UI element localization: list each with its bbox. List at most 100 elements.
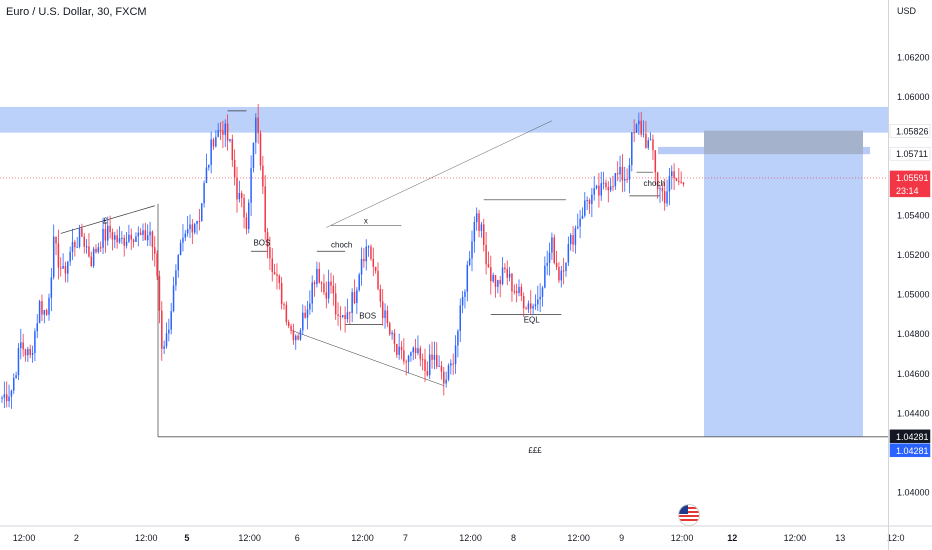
candle-body <box>20 342 22 348</box>
upper-trendline <box>326 120 552 228</box>
candle-body <box>339 315 342 317</box>
candle-body <box>612 186 614 188</box>
candle-body <box>572 235 574 245</box>
candle-body <box>299 330 302 340</box>
candle-body <box>290 326 292 331</box>
candle-body <box>203 182 205 204</box>
candle-body <box>34 331 36 353</box>
candle-body <box>367 246 370 248</box>
candle-body <box>177 255 179 271</box>
candle-body <box>649 139 652 141</box>
price-label-value: 23:14 <box>896 186 919 196</box>
candle-body <box>621 166 624 181</box>
candle-body <box>631 132 633 166</box>
candle-body <box>624 179 626 181</box>
candle-body <box>278 275 281 283</box>
annotation-label: £££ <box>528 446 542 455</box>
time-tick-label: 12 <box>727 533 737 543</box>
candle-body <box>184 233 187 238</box>
candle-body <box>428 354 431 376</box>
annotation-label: BOS <box>253 238 270 247</box>
candle-body <box>130 234 132 240</box>
candle-body <box>454 345 457 365</box>
price-label-box <box>889 429 931 444</box>
candle-body <box>50 277 53 298</box>
candle-body <box>264 186 266 233</box>
chart-title: Euro / U.S. Dollar, 30, FXCM <box>6 6 147 18</box>
candle-body <box>266 232 269 248</box>
candle-body <box>245 217 248 230</box>
candle-body <box>438 365 440 367</box>
candle-body <box>628 165 631 180</box>
candle-body <box>349 312 351 314</box>
candle-body <box>116 235 118 243</box>
candle-body <box>530 303 532 309</box>
candle-body <box>487 264 490 268</box>
candle-body <box>666 191 668 204</box>
candle-body <box>149 231 151 236</box>
candle-body <box>656 172 659 190</box>
candle-body <box>332 285 335 294</box>
candle-body <box>233 159 236 178</box>
candle-body <box>398 346 400 355</box>
annotation-label: choch <box>644 179 665 188</box>
candle-body <box>504 267 506 270</box>
candle-body <box>614 173 617 187</box>
candle-body <box>520 286 523 296</box>
candle-body <box>280 282 283 305</box>
candle-body <box>313 282 316 285</box>
candle-body <box>560 270 563 281</box>
candle-body <box>379 288 382 302</box>
candle-body <box>64 265 67 274</box>
candle-body <box>574 228 577 245</box>
candle-body <box>532 306 534 309</box>
candle-body <box>154 247 156 254</box>
candle-body <box>471 241 473 259</box>
candle-body <box>640 120 642 135</box>
candle-body <box>553 237 555 263</box>
candle-body <box>8 396 10 402</box>
candle-body <box>224 123 226 135</box>
candle-body <box>431 354 433 360</box>
candle-body <box>269 247 271 259</box>
candle-body <box>168 329 170 334</box>
candle-body <box>182 237 184 243</box>
candle-body <box>593 188 595 195</box>
candle-body <box>107 225 109 241</box>
candle-body <box>569 235 572 245</box>
candle-body <box>353 292 356 303</box>
candle-body <box>229 139 231 141</box>
candle-body <box>306 309 309 318</box>
candle-body <box>142 230 144 235</box>
candle-body <box>156 253 158 276</box>
candle-body <box>99 247 102 249</box>
candle-body <box>485 245 487 265</box>
candle-body <box>638 120 640 125</box>
candle-body <box>682 182 685 185</box>
candle-body <box>405 361 407 363</box>
candle-body <box>668 176 671 192</box>
candle-body <box>680 181 682 183</box>
candle-body <box>447 365 450 380</box>
candle-body <box>360 259 363 275</box>
candle-body <box>309 303 311 310</box>
candle-body <box>424 359 426 371</box>
candle-body <box>555 262 558 267</box>
candle-body <box>565 262 567 272</box>
us-flag-event-icon[interactable] <box>678 504 700 526</box>
candle-body <box>43 309 46 315</box>
candle-body <box>511 273 513 292</box>
candle-body <box>497 280 499 287</box>
time-tick-label: 12:00 <box>567 533 590 543</box>
candle-body <box>391 332 393 335</box>
candle-body <box>635 124 638 133</box>
candle-body <box>400 346 403 351</box>
candle-body <box>450 363 452 366</box>
candle-body <box>581 215 584 219</box>
candle-body <box>508 273 511 278</box>
axis-separator <box>888 0 889 550</box>
candle-body <box>57 243 60 268</box>
candle-body <box>144 230 147 241</box>
candle-body <box>109 225 111 233</box>
